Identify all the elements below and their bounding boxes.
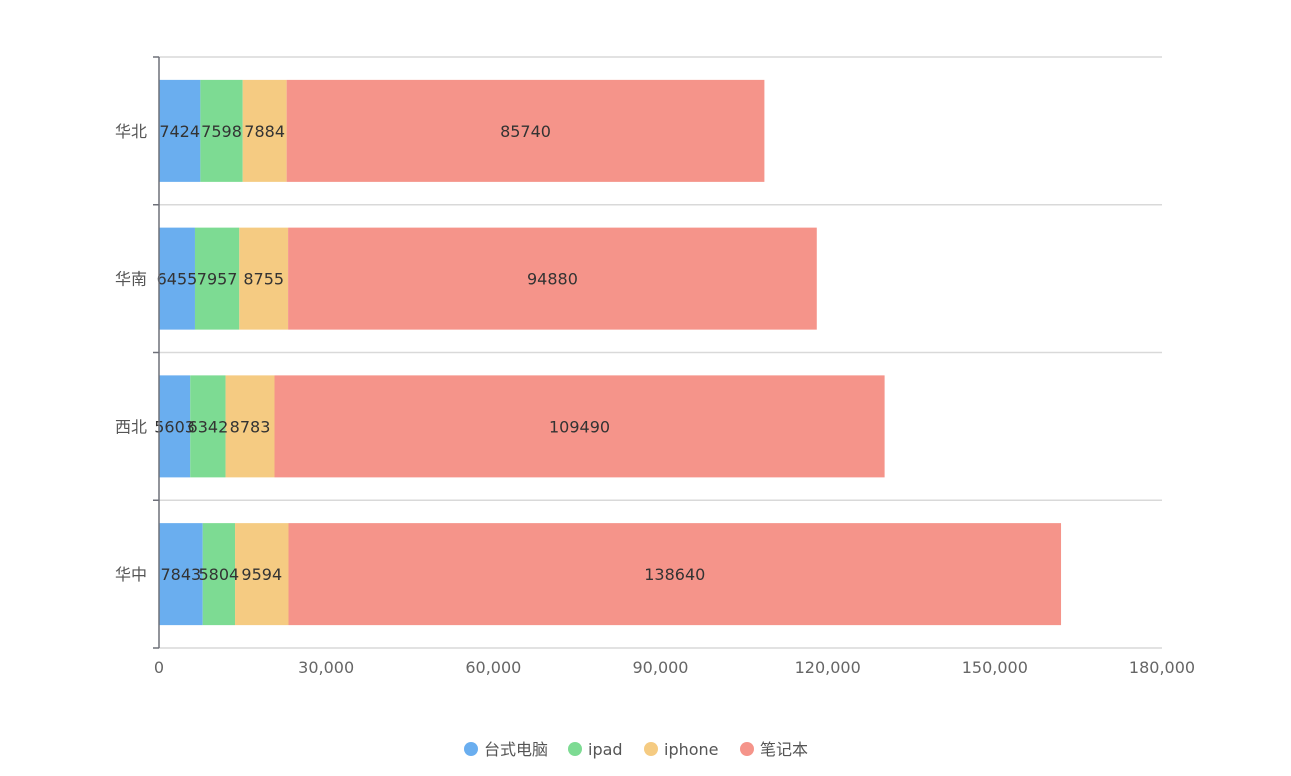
x-tick-label: 150,000 (962, 658, 1028, 677)
x-tick-label: 180,000 (1129, 658, 1195, 677)
x-tick-label: 120,000 (795, 658, 861, 677)
bar-data-label: 6342 (188, 417, 229, 436)
bar-data-label: 94880 (527, 270, 578, 289)
bar-data-label: 7843 (160, 565, 201, 584)
legend-label[interactable]: ipad (588, 740, 623, 759)
bar-data-label: 9594 (241, 565, 282, 584)
x-tick-label: 60,000 (465, 658, 521, 677)
legend-marker[interactable] (644, 742, 658, 756)
x-tick-label: 90,000 (633, 658, 689, 677)
bar-data-label: 6455 (157, 270, 198, 289)
bar-data-label: 7424 (159, 122, 200, 141)
y-category-label: 华中 (115, 565, 147, 584)
bar-data-label: 85740 (500, 122, 551, 141)
legend-label[interactable]: 台式电脑 (484, 740, 548, 759)
bar-data-label: 138640 (644, 565, 705, 584)
bar-data-label: 5804 (199, 565, 240, 584)
bar-data-label: 109490 (549, 417, 610, 436)
x-tick-label: 0 (154, 658, 164, 677)
bar-data-label: 7598 (201, 122, 242, 141)
legend-marker[interactable] (740, 742, 754, 756)
x-tick-label: 30,000 (298, 658, 354, 677)
bar-data-label: 7957 (197, 270, 238, 289)
bar-data-label: 8755 (243, 270, 284, 289)
y-category-label: 华南 (115, 270, 147, 289)
bar-data-label: 8783 (230, 417, 271, 436)
legend[interactable]: 台式电脑 ipad iphone 笔记本 (464, 740, 808, 759)
legend-marker[interactable] (464, 742, 478, 756)
legend-label[interactable]: 笔记本 (760, 740, 808, 759)
y-category-label: 西北 (115, 417, 147, 436)
y-category-label: 华北 (115, 122, 147, 141)
bar-data-label: 7884 (244, 122, 285, 141)
legend-marker[interactable] (568, 742, 582, 756)
legend-label[interactable]: iphone (664, 740, 719, 759)
